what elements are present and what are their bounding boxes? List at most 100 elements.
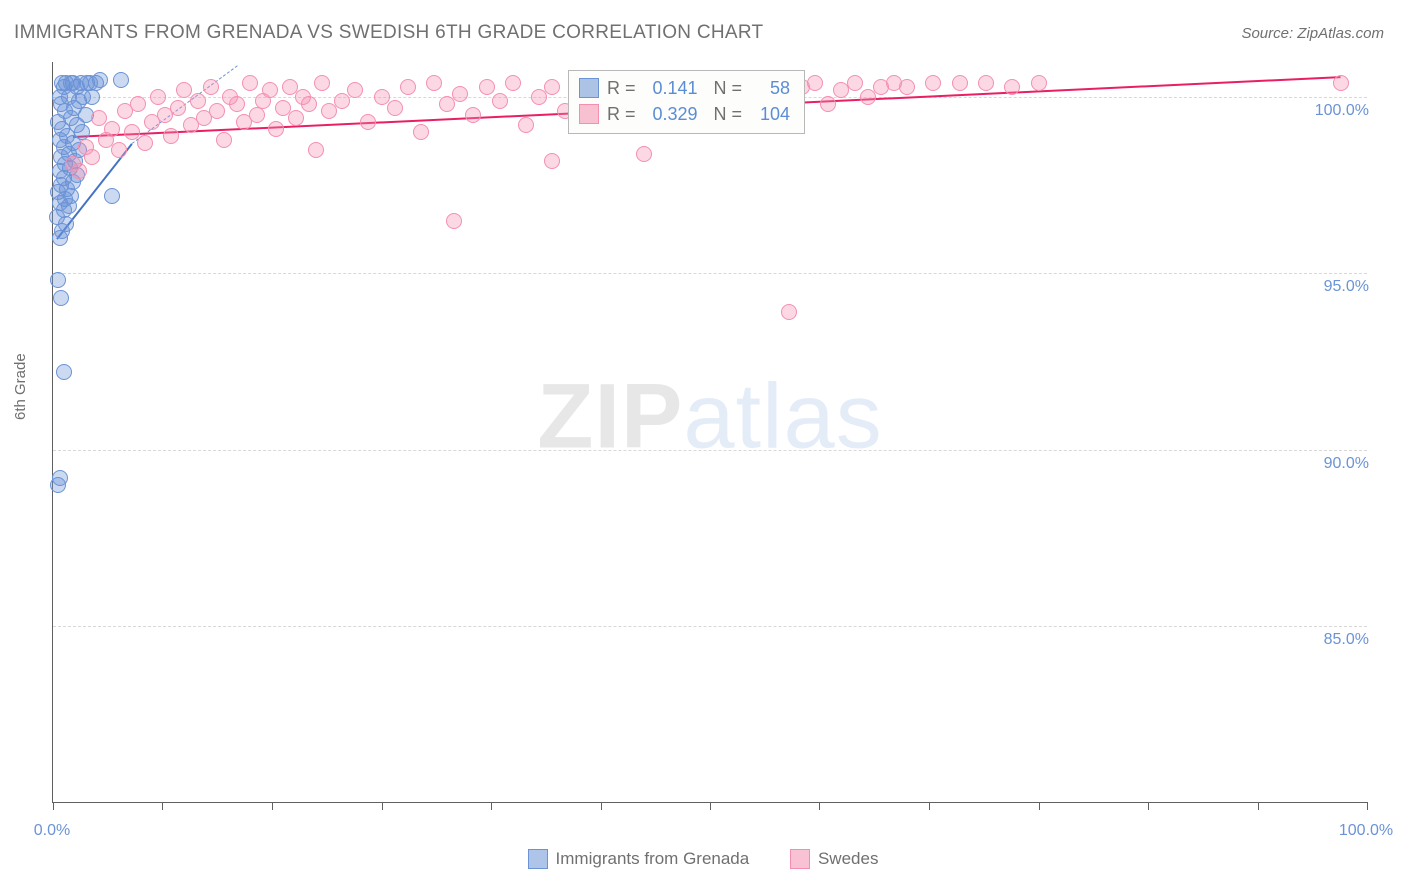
x-tick	[382, 802, 383, 810]
legend-item-grenada: Immigrants from Grenada	[528, 849, 750, 869]
data-point-swedes	[249, 107, 265, 123]
data-point-swedes	[262, 82, 278, 98]
data-point-swedes	[465, 107, 481, 123]
plot-area: ZIPatlas 85.0% 90.0% 95.0% 100.0%	[52, 62, 1367, 803]
x-tick	[1039, 802, 1040, 810]
stat-row-grenada: R = 0.141 N = 58	[579, 75, 790, 101]
data-point-swedes	[321, 103, 337, 119]
data-point-swedes	[899, 79, 915, 95]
x-tick	[601, 802, 602, 810]
r-label: R =	[607, 75, 636, 101]
r-value-swedes: 0.329	[644, 101, 698, 127]
data-point-swedes	[446, 213, 462, 229]
data-point-swedes	[137, 135, 153, 151]
r-value-grenada: 0.141	[644, 75, 698, 101]
x-tick	[819, 802, 820, 810]
gridline	[53, 450, 1367, 451]
x-tick	[1367, 802, 1368, 810]
legend-swatch-swedes-icon	[790, 849, 810, 869]
data-point-swedes	[807, 75, 823, 91]
data-point-swedes	[544, 79, 560, 95]
data-point-swedes	[111, 142, 127, 158]
data-point-swedes	[360, 114, 376, 130]
x-tick	[53, 802, 54, 810]
x-tick-label: 100.0%	[1339, 822, 1393, 840]
y-axis-label: 6th Grade	[12, 353, 29, 420]
x-tick	[1148, 802, 1149, 810]
data-point-swedes	[104, 121, 120, 137]
x-tick	[491, 802, 492, 810]
data-point-swedes	[242, 75, 258, 91]
x-tick	[272, 802, 273, 810]
data-point-swedes	[170, 100, 186, 116]
watermark-atlas: atlas	[683, 366, 882, 468]
data-point-swedes	[216, 132, 232, 148]
data-point-swedes	[860, 89, 876, 105]
data-point-swedes	[150, 89, 166, 105]
data-point-swedes	[334, 93, 350, 109]
y-tick-label: 85.0%	[1324, 631, 1369, 649]
data-point-swedes	[163, 128, 179, 144]
data-point-swedes	[518, 117, 534, 133]
n-value-grenada: 58	[750, 75, 790, 101]
data-point-swedes	[229, 96, 245, 112]
data-point-swedes	[781, 304, 797, 320]
r-label: R =	[607, 101, 636, 127]
data-point-swedes	[413, 124, 429, 140]
data-point-swedes	[978, 75, 994, 91]
legend: Immigrants from Grenada Swedes	[0, 849, 1406, 874]
data-point-swedes	[544, 153, 560, 169]
stat-box: R = 0.141 N = 58 R = 0.329 N = 104	[568, 70, 805, 134]
data-point-swedes	[452, 86, 468, 102]
data-point-swedes	[190, 93, 206, 109]
data-point-swedes	[426, 75, 442, 91]
swatch-grenada-icon	[579, 78, 599, 98]
data-point-swedes	[308, 142, 324, 158]
data-point-swedes	[1031, 75, 1047, 91]
data-point-swedes	[636, 146, 652, 162]
data-point-swedes	[531, 89, 547, 105]
x-tick-label: 0.0%	[34, 822, 70, 840]
data-point-grenada	[52, 470, 68, 486]
source-label: Source: ZipAtlas.com	[1241, 25, 1384, 42]
legend-item-swedes: Swedes	[790, 849, 878, 869]
n-value-swedes: 104	[750, 101, 790, 127]
data-point-grenada	[56, 364, 72, 380]
y-tick-label: 95.0%	[1324, 278, 1369, 296]
stat-row-swedes: R = 0.329 N = 104	[579, 101, 790, 127]
legend-swatch-grenada-icon	[528, 849, 548, 869]
data-point-swedes	[347, 82, 363, 98]
data-point-swedes	[314, 75, 330, 91]
data-point-swedes	[820, 96, 836, 112]
n-label: N =	[714, 101, 743, 127]
watermark: ZIPatlas	[537, 365, 882, 470]
data-point-swedes	[203, 79, 219, 95]
data-point-swedes	[505, 75, 521, 91]
y-tick-label: 90.0%	[1324, 455, 1369, 473]
data-point-grenada	[53, 290, 69, 306]
data-point-swedes	[952, 75, 968, 91]
n-label: N =	[714, 75, 743, 101]
gridline	[53, 273, 1367, 274]
data-point-grenada	[92, 72, 108, 88]
legend-label-swedes: Swedes	[818, 849, 878, 869]
data-point-swedes	[387, 100, 403, 116]
data-point-grenada	[113, 72, 129, 88]
data-point-swedes	[1333, 75, 1349, 91]
data-point-swedes	[925, 75, 941, 91]
data-point-swedes	[400, 79, 416, 95]
x-tick	[1258, 802, 1259, 810]
gridline	[53, 626, 1367, 627]
data-point-swedes	[209, 103, 225, 119]
data-point-grenada	[84, 89, 100, 105]
legend-label-grenada: Immigrants from Grenada	[556, 849, 750, 869]
y-tick-label: 100.0%	[1315, 102, 1369, 120]
chart-title: IMMIGRANTS FROM GRENADA VS SWEDISH 6TH G…	[14, 22, 763, 44]
data-point-swedes	[268, 121, 284, 137]
x-tick	[710, 802, 711, 810]
data-point-swedes	[84, 149, 100, 165]
data-point-swedes	[1004, 79, 1020, 95]
data-point-swedes	[130, 96, 146, 112]
data-point-swedes	[439, 96, 455, 112]
x-tick	[162, 802, 163, 810]
